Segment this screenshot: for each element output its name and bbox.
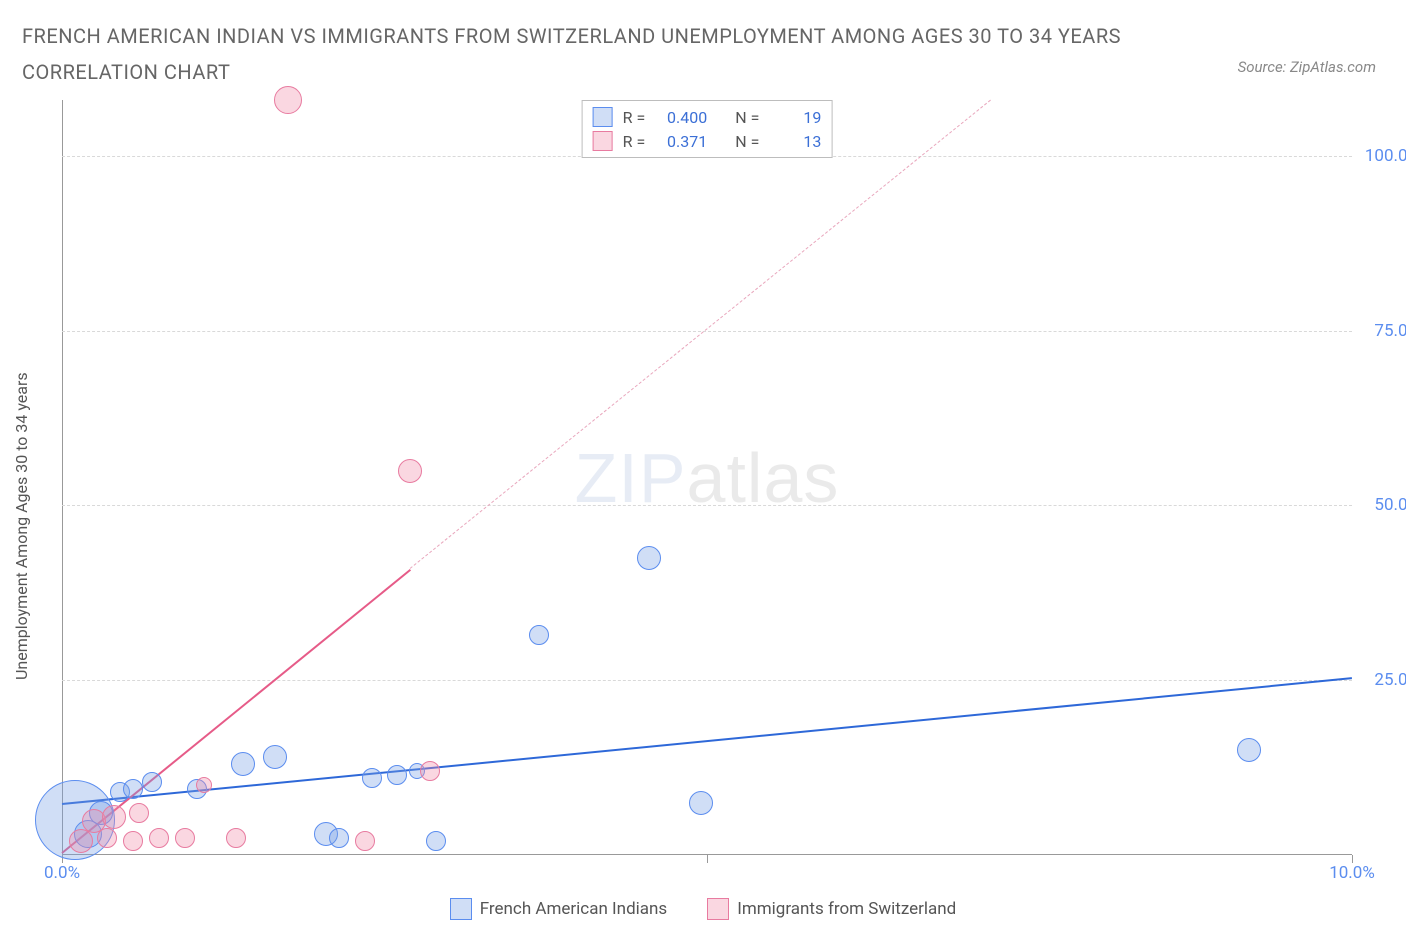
source-label: Source: ZipAtlas.com bbox=[1238, 58, 1376, 76]
correlation-legend: R = 0.400 N = 19 R = 0.371 N = 13 bbox=[582, 100, 833, 158]
gridline-h bbox=[62, 680, 1352, 681]
data-point bbox=[226, 828, 246, 848]
legend-bottom-swatch-0 bbox=[450, 898, 472, 920]
legend-r-label-1: R = bbox=[623, 132, 646, 151]
trend-line-dashed bbox=[410, 100, 991, 569]
legend-bottom-label-0: French American Indians bbox=[480, 899, 667, 919]
legend-swatch-1 bbox=[593, 131, 613, 151]
data-point bbox=[637, 546, 661, 570]
legend-n-value-0: 19 bbox=[769, 108, 821, 127]
legend-r-value-1: 0.371 bbox=[655, 132, 707, 151]
x-tick bbox=[707, 855, 708, 863]
data-point bbox=[263, 745, 287, 769]
legend-bottom-label-1: Immigrants from Switzerland bbox=[737, 899, 956, 919]
legend-swatch-0 bbox=[593, 107, 613, 127]
data-point bbox=[149, 828, 169, 848]
data-point bbox=[129, 803, 149, 823]
data-point bbox=[1237, 738, 1261, 762]
legend-row-1: R = 0.371 N = 13 bbox=[593, 129, 822, 153]
legend-item-1: Immigrants from Switzerland bbox=[707, 898, 956, 920]
legend-r-label-0: R = bbox=[623, 108, 646, 127]
legend-n-value-1: 13 bbox=[769, 132, 821, 151]
data-point bbox=[97, 828, 117, 848]
y-axis-label: Unemployment Among Ages 30 to 34 years bbox=[12, 372, 31, 680]
data-point bbox=[420, 761, 440, 781]
legend-item-0: French American Indians bbox=[450, 898, 667, 920]
data-point bbox=[689, 791, 713, 815]
data-point bbox=[426, 831, 446, 851]
data-point bbox=[387, 765, 407, 785]
y-tick-label: 25.0% bbox=[1374, 670, 1406, 690]
legend-n-label-1: N = bbox=[735, 132, 759, 151]
chart-title: FRENCH AMERICAN INDIAN VS IMMIGRANTS FRO… bbox=[22, 18, 1126, 90]
x-tick-label: 10.0% bbox=[1329, 863, 1375, 883]
data-point bbox=[231, 752, 255, 776]
data-point bbox=[362, 768, 382, 788]
data-point bbox=[274, 86, 302, 114]
data-point bbox=[398, 459, 422, 483]
data-point bbox=[142, 772, 162, 792]
x-tick-label: 0.0% bbox=[44, 863, 80, 883]
data-point bbox=[123, 779, 143, 799]
legend-row-0: R = 0.400 N = 19 bbox=[593, 105, 822, 129]
gridline-h bbox=[62, 505, 1352, 506]
legend-r-value-0: 0.400 bbox=[655, 108, 707, 127]
x-tick bbox=[1352, 855, 1353, 863]
legend-n-label-0: N = bbox=[735, 108, 759, 127]
data-point bbox=[102, 805, 126, 829]
data-point bbox=[329, 828, 349, 848]
data-point bbox=[123, 831, 143, 851]
y-tick-label: 75.0% bbox=[1374, 321, 1406, 341]
data-point bbox=[196, 777, 212, 793]
y-tick-label: 50.0% bbox=[1374, 495, 1406, 515]
y-tick-label: 100.0% bbox=[1365, 146, 1406, 166]
plot-area: ZIPatlas R = 0.400 N = 19 R = 0.371 N = … bbox=[62, 100, 1352, 855]
data-point bbox=[529, 625, 549, 645]
data-point bbox=[355, 831, 375, 851]
data-point bbox=[175, 828, 195, 848]
legend-bottom-swatch-1 bbox=[707, 898, 729, 920]
gridline-h bbox=[62, 331, 1352, 332]
series-legend: French American Indians Immigrants from … bbox=[0, 898, 1406, 920]
y-axis-line bbox=[62, 100, 63, 855]
